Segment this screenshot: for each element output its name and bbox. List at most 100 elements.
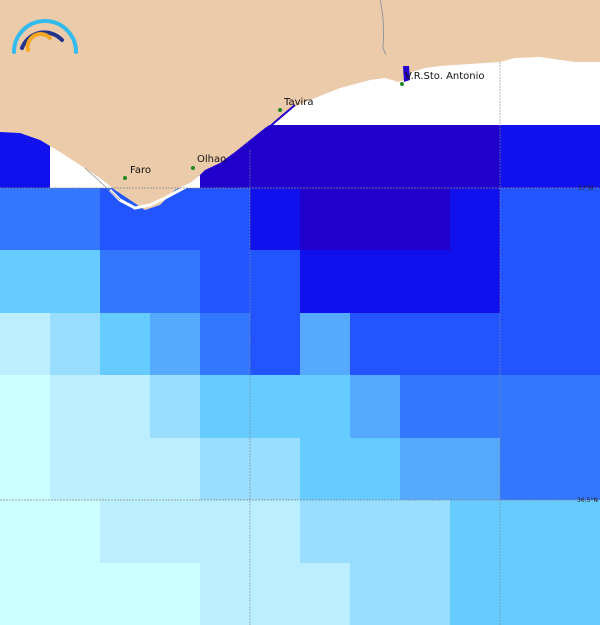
grid-cell <box>450 125 500 188</box>
grid-cell <box>550 125 600 188</box>
grid-cell <box>400 438 450 500</box>
grid-cell <box>400 188 450 250</box>
city-label-olhao: Olhao <box>197 154 226 165</box>
grid-cell <box>450 313 500 375</box>
grid-cell <box>300 188 350 250</box>
logo <box>12 19 78 54</box>
lat-label-36-5: 36.5°N <box>577 497 598 504</box>
grid-cell <box>350 500 400 563</box>
grid-cell <box>450 250 500 313</box>
grid-cell <box>300 563 350 625</box>
grid-cell <box>200 438 250 500</box>
grid-cell <box>450 375 500 438</box>
grid-cell <box>500 188 550 250</box>
grid-cell <box>250 438 300 500</box>
city-marker-vrsa <box>400 82 404 86</box>
grid-cell <box>200 563 250 625</box>
grid-cell <box>300 438 350 500</box>
grid-cell <box>150 563 200 625</box>
grid-cell <box>550 500 600 563</box>
grid-cell <box>500 500 550 563</box>
grid-cell <box>250 125 300 188</box>
grid-cell <box>300 375 350 438</box>
grid-cell <box>350 438 400 500</box>
grid-cell <box>550 563 600 625</box>
grid-cell <box>200 500 250 563</box>
city-label-tavira: Tavira <box>283 97 314 108</box>
lat-label-37: 37°N <box>578 185 593 192</box>
grid-cell <box>100 438 150 500</box>
estuary <box>403 66 410 82</box>
grid-cell <box>300 250 350 313</box>
grid-cell <box>50 500 100 563</box>
grid-cell <box>550 188 600 250</box>
grid-cell <box>200 313 250 375</box>
grid-cell <box>0 313 50 375</box>
grid-cell <box>450 188 500 250</box>
grid-cell <box>0 500 50 563</box>
city-marker-faro <box>123 176 127 180</box>
grid-cell <box>550 375 600 438</box>
grid-cell <box>50 313 100 375</box>
city-marker-olhao <box>191 166 195 170</box>
grid-cell <box>500 250 550 313</box>
river <box>379 0 387 56</box>
grid-cell <box>100 375 150 438</box>
grid-cell <box>350 188 400 250</box>
grid-cell <box>250 250 300 313</box>
grid-cell <box>0 438 50 500</box>
grid-cell <box>350 375 400 438</box>
grid-cell <box>50 438 100 500</box>
city-label-vrsa: V.R.Sto. Antonio <box>405 71 485 82</box>
grid-cell <box>550 250 600 313</box>
grid-cell <box>350 250 400 313</box>
grid-cell <box>350 125 400 188</box>
grid-cell <box>50 375 100 438</box>
grid-cell <box>450 563 500 625</box>
grid-cell <box>350 563 400 625</box>
grid-cell <box>500 375 550 438</box>
grid-cell <box>150 375 200 438</box>
grid-cell <box>450 500 500 563</box>
grid-cell <box>250 375 300 438</box>
grid-cell <box>200 250 250 313</box>
grid-cell <box>100 563 150 625</box>
grid-cell <box>50 250 100 313</box>
grid-cell <box>100 500 150 563</box>
grid-cell <box>550 313 600 375</box>
grid-cell <box>0 188 50 250</box>
city-marker-tavira <box>278 108 282 112</box>
grid-cell <box>350 313 400 375</box>
grid-cell <box>50 563 100 625</box>
grid-cell <box>200 188 250 250</box>
grid-cell <box>500 125 550 188</box>
grid-cell <box>500 313 550 375</box>
grid-cell <box>250 313 300 375</box>
grid-cell <box>300 125 350 188</box>
lagoon-channel <box>199 104 296 177</box>
grid-cell <box>250 188 300 250</box>
grid-cell <box>500 563 550 625</box>
grid-cell <box>0 250 50 313</box>
coast-line-ray <box>84 167 121 201</box>
grid-cell <box>300 313 350 375</box>
grid-cell <box>400 313 450 375</box>
grid-cell <box>400 500 450 563</box>
grid-cell <box>400 563 450 625</box>
grid-cell <box>550 438 600 500</box>
grid-cell <box>400 375 450 438</box>
grid-cell <box>200 375 250 438</box>
grid-cell <box>150 438 200 500</box>
grid-cell <box>100 250 150 313</box>
grid-cell <box>500 438 550 500</box>
grid-cell <box>250 563 300 625</box>
grid-cell <box>450 438 500 500</box>
grid-cell <box>100 313 150 375</box>
grid-cell <box>150 313 200 375</box>
grid-cell <box>0 563 50 625</box>
grid-cell <box>150 500 200 563</box>
land <box>0 0 600 210</box>
grid-cell <box>50 188 100 250</box>
